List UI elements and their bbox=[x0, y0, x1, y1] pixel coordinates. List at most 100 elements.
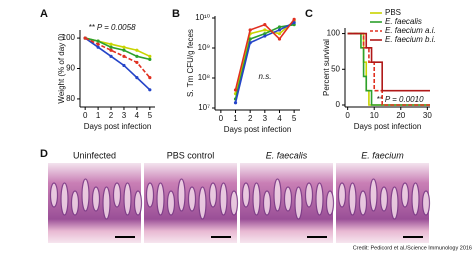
y-tick-label: 10⁸ bbox=[198, 73, 210, 82]
data-point bbox=[263, 23, 267, 27]
histology-image bbox=[240, 163, 335, 243]
data-point bbox=[122, 48, 126, 52]
data-point bbox=[135, 54, 139, 58]
data-point bbox=[122, 54, 126, 58]
crypt bbox=[294, 186, 303, 220]
y-tick-label: 0 bbox=[336, 100, 341, 109]
data-point bbox=[122, 45, 126, 49]
crypt bbox=[273, 178, 282, 212]
x-tick-label: 2 bbox=[248, 114, 253, 123]
series-line bbox=[347, 32, 430, 106]
crypt bbox=[112, 182, 122, 208]
crypt bbox=[358, 190, 368, 216]
x-axis-title: Days post infection bbox=[224, 125, 292, 134]
annotation: n.s. bbox=[259, 72, 272, 81]
annotation: ** P = 0.0058 bbox=[88, 23, 136, 32]
x-tick-label: 0 bbox=[345, 111, 350, 120]
data-point bbox=[83, 36, 87, 40]
data-point bbox=[277, 25, 282, 29]
crypt bbox=[283, 186, 293, 212]
x-tick-label: 2 bbox=[109, 111, 114, 120]
crypt bbox=[421, 190, 431, 216]
y-tick-label: 10¹⁰ bbox=[195, 13, 210, 22]
data-point bbox=[109, 48, 113, 52]
crypt bbox=[390, 186, 399, 220]
panel-letter: C bbox=[305, 8, 313, 20]
data-point bbox=[248, 37, 252, 41]
data-point bbox=[148, 54, 152, 58]
crypt bbox=[187, 186, 197, 212]
data-point bbox=[96, 45, 100, 49]
crypt bbox=[81, 178, 90, 212]
image-label: E. faecium bbox=[361, 150, 404, 160]
series-line bbox=[84, 37, 151, 91]
crypt bbox=[123, 182, 132, 216]
crypt bbox=[145, 182, 155, 208]
x-tick-label: 4 bbox=[277, 114, 282, 123]
data-point bbox=[277, 37, 282, 41]
y-axis-title: Percent survival bbox=[322, 39, 331, 96]
y-tick-label: 90 bbox=[66, 64, 75, 73]
data-point bbox=[263, 28, 267, 32]
crypt bbox=[325, 190, 335, 216]
crypt bbox=[219, 182, 228, 216]
crypt bbox=[262, 190, 272, 216]
data-point bbox=[248, 28, 252, 32]
x-tick-label: 0 bbox=[219, 114, 224, 123]
crypt bbox=[252, 182, 261, 216]
y-tick-label: 100 bbox=[62, 33, 76, 42]
crypt bbox=[369, 178, 378, 212]
data-point bbox=[109, 45, 113, 49]
image-label: E. faecalis bbox=[266, 150, 308, 160]
data-point bbox=[233, 101, 238, 105]
crypt bbox=[241, 182, 251, 208]
crypt bbox=[315, 182, 324, 216]
crypt bbox=[379, 186, 389, 212]
crypt bbox=[177, 178, 186, 212]
y-tick-label: 50 bbox=[331, 64, 340, 73]
x-axis-title: Days post infection bbox=[84, 122, 152, 131]
x-tick-label: 1 bbox=[233, 114, 238, 123]
crypt bbox=[337, 182, 347, 208]
x-tick-label: 3 bbox=[122, 111, 127, 120]
data-point bbox=[292, 17, 296, 21]
x-tick-label: 4 bbox=[135, 111, 140, 120]
crypt bbox=[91, 186, 101, 212]
image-label: PBS control bbox=[167, 150, 215, 160]
crypt bbox=[208, 182, 218, 208]
data-point bbox=[148, 76, 152, 80]
data-point bbox=[277, 32, 282, 36]
data-point bbox=[122, 63, 126, 68]
y-tick-label: 80 bbox=[66, 94, 75, 103]
annotation: ** P = 0.0010 bbox=[376, 95, 424, 104]
panel-letter: B bbox=[172, 8, 180, 20]
panel-letter: D bbox=[40, 148, 48, 160]
data-point bbox=[96, 42, 100, 46]
x-tick-label: 10 bbox=[370, 111, 379, 120]
y-axis-title: S. Tm CFU/g feces bbox=[186, 29, 195, 97]
data-point bbox=[135, 76, 139, 80]
crypt bbox=[229, 190, 239, 216]
data-point bbox=[277, 28, 282, 32]
y-axis-title: Weight (% of day 0) bbox=[57, 33, 66, 103]
crypt bbox=[133, 190, 143, 216]
x-axis-title: Days post infection bbox=[354, 122, 422, 131]
histology-image bbox=[48, 163, 143, 243]
y-tick-label: 100 bbox=[327, 29, 341, 38]
crypt bbox=[60, 182, 69, 216]
data-point bbox=[109, 42, 113, 46]
data-point bbox=[248, 41, 252, 45]
data-point bbox=[96, 39, 100, 43]
x-tick-label: 5 bbox=[292, 114, 297, 123]
crypt bbox=[348, 182, 357, 216]
crypt bbox=[400, 182, 410, 208]
crypt bbox=[156, 182, 165, 216]
data-point bbox=[233, 88, 238, 92]
series-line bbox=[347, 32, 430, 92]
x-tick-label: 1 bbox=[96, 111, 101, 120]
y-tick-label: 10⁷ bbox=[198, 103, 210, 112]
crypt bbox=[49, 182, 59, 208]
histology-image bbox=[336, 163, 431, 243]
series-line bbox=[347, 32, 430, 106]
